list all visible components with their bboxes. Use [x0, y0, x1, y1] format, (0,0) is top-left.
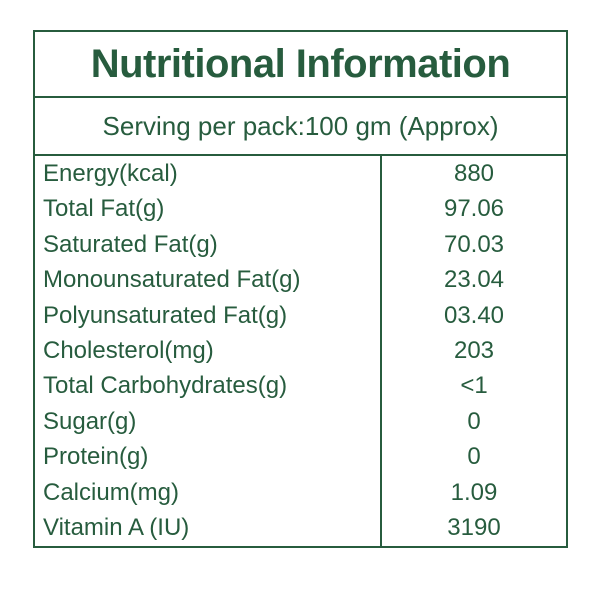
serving-size-text: Serving per pack:100 gm (Approx) [102, 110, 499, 141]
nutrient-label: Protein(g) [43, 443, 149, 471]
table-row: Polyunsaturated Fat(g) 03.40 [35, 297, 566, 334]
nutrition-table: Energy(kcal) 880 Total Fat(g) 97.06 Satu… [35, 156, 566, 546]
nutrient-label: Vitamin A (IU) [43, 514, 190, 542]
table-row: Vitamin A (IU) 3190 [35, 510, 566, 546]
table-row: Total Fat(g) 97.06 [35, 191, 566, 227]
value-cell: 3190 [380, 510, 566, 546]
table-row: Saturated Fat(g) 70.03 [35, 226, 566, 263]
table-row: Calcium(mg) 1.09 [35, 475, 566, 511]
nutrient-value: 97.06 [443, 195, 505, 223]
nutrient-label: Total Fat(g) [43, 195, 165, 223]
table-row: Monounsaturated Fat(g) 23.04 [35, 262, 566, 298]
table-row: Sugar(g) 0 [35, 404, 566, 440]
table-row: Energy(kcal) 880 [35, 156, 566, 192]
nutrient-label: Sugar(g) [43, 407, 137, 435]
nutrient-value: 23.04 [443, 266, 505, 294]
nutrient-value: 0 [467, 443, 481, 471]
value-cell: 97.06 [380, 191, 566, 227]
value-cell: 0 [380, 439, 566, 476]
value-cell: 1.09 [380, 475, 566, 511]
table-row: Cholesterol(mg) 203 [35, 333, 566, 369]
nutrition-label-card: Nutritional Information Serving per pack… [33, 30, 568, 548]
value-cell: 70.03 [380, 226, 566, 263]
nutrient-value: 203 [453, 336, 495, 364]
page-title: Nutritional Information [90, 41, 511, 86]
nutrient-value: 0 [467, 407, 481, 435]
nutrient-value: 03.40 [443, 301, 505, 329]
value-cell: 203 [380, 333, 566, 369]
value-cell: 03.40 [380, 297, 566, 334]
nutrient-value: 3190 [447, 514, 501, 542]
serving-row: Serving per pack:100 gm (Approx) [35, 98, 566, 156]
nutrient-label: Polyunsaturated Fat(g) [43, 301, 288, 329]
nutrient-value: 1.09 [450, 478, 498, 506]
nutrient-value: 880 [453, 159, 495, 187]
nutrient-label: Cholesterol(mg) [43, 336, 214, 364]
nutrient-label: Calcium(mg) [43, 478, 180, 506]
table-row: Total Carbohydrates(g) <1 [35, 368, 566, 405]
table-row: Protein(g) 0 [35, 439, 566, 476]
value-cell: 880 [380, 156, 566, 192]
value-cell: 0 [380, 404, 566, 440]
title-row: Nutritional Information [35, 32, 566, 98]
value-cell: <1 [380, 368, 566, 405]
nutrient-label: Monounsaturated Fat(g) [43, 266, 301, 294]
nutrient-label: Saturated Fat(g) [43, 230, 218, 258]
value-cell: 23.04 [380, 262, 566, 298]
nutrient-value: <1 [460, 372, 488, 400]
nutrient-label: Total Carbohydrates(g) [43, 372, 288, 400]
nutrient-label: Energy(kcal) [43, 159, 178, 187]
nutrient-value: 70.03 [443, 230, 505, 258]
